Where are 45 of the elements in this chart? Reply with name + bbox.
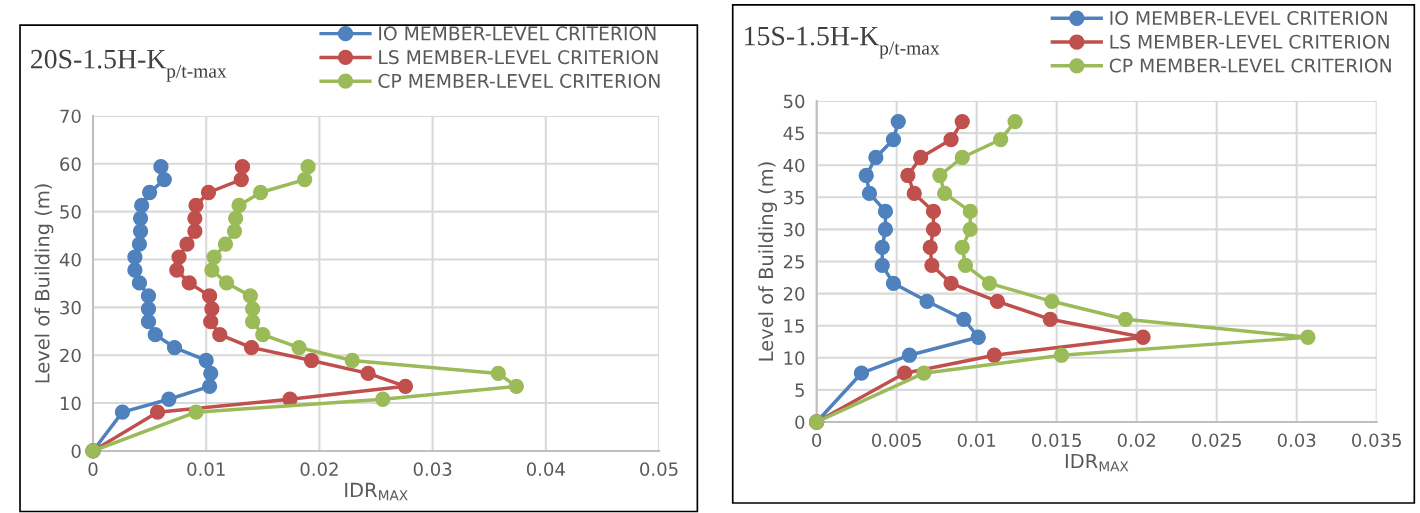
legend-label: IO MEMBER-LEVEL CRITERION: [1110, 10, 1387, 26]
legend-label: LS MEMBER-LEVEL CRITERION: [1110, 34, 1389, 49]
y-tick-label: 0: [71, 444, 81, 459]
y-tick-label: 45: [783, 126, 804, 141]
x-tick-label: 0.05: [640, 462, 678, 477]
y-tick-label: 40: [59, 252, 81, 267]
x-tick-label: 0.01: [187, 462, 225, 477]
x-tick-label: 0.01: [957, 433, 996, 448]
x-tick-label: 0.035: [1352, 433, 1401, 448]
y-tick-label: 20: [783, 287, 805, 301]
y-tick-label: 30: [60, 300, 81, 315]
y-tick-label: 50: [783, 94, 805, 109]
chart-title: 15S-1.5H-Kp/t-max: [745, 26, 940, 59]
x-axis-title: IDR$_{MAX}$: [345, 482, 408, 501]
y-tick-label: 50: [60, 205, 81, 219]
legend-label: LS MEMBER-LEVEL CRITERION: [379, 50, 658, 65]
chart-title: 20S-1.5H-Kp/t-max: [31, 49, 227, 82]
legend-label: CP MEMBER-LEVEL CRITERION: [1109, 58, 1391, 73]
y-tick-label: 10: [60, 396, 81, 411]
x-tick-label: 0.03: [413, 462, 452, 477]
legend-label: IO MEMBER-LEVEL CRITERION: [379, 26, 656, 41]
y-tick-label: 70: [60, 109, 81, 124]
y-tick-label: 10: [784, 351, 805, 365]
x-tick-label: 0.04: [526, 462, 565, 477]
y-tick-label: 30: [783, 222, 805, 237]
y-tick-label: 40: [783, 158, 805, 173]
x-tick-label: 0: [88, 462, 98, 477]
y-tick-label: 0: [795, 415, 805, 430]
y-tick-label: 35: [783, 190, 804, 205]
y-tick-label: 15: [784, 319, 804, 333]
y-tick-label: 20: [60, 348, 81, 363]
x-tick-label: 0.005: [871, 433, 921, 448]
y-axis-title: Level of Building (m): [758, 162, 777, 361]
x-tick-label: 0.02: [1117, 433, 1155, 448]
x-tick-label: 0: [812, 433, 822, 448]
y-axis-title: Level of Building (m): [34, 184, 54, 383]
x-tick-label: 0.025: [1192, 433, 1241, 448]
x-tick-label: 0.02: [300, 462, 338, 477]
y-tick-label: 25: [783, 254, 804, 269]
x-tick-label: 0.015: [1032, 433, 1081, 448]
legend-label: CP MEMBER-LEVEL CRITERION: [378, 73, 660, 89]
x-tick-label: 0.03: [1277, 433, 1316, 448]
y-tick-label: 60: [60, 157, 81, 171]
x-axis-title: IDR$_{MAX}$: [1065, 453, 1129, 472]
y-tick-label: 5: [795, 383, 804, 398]
